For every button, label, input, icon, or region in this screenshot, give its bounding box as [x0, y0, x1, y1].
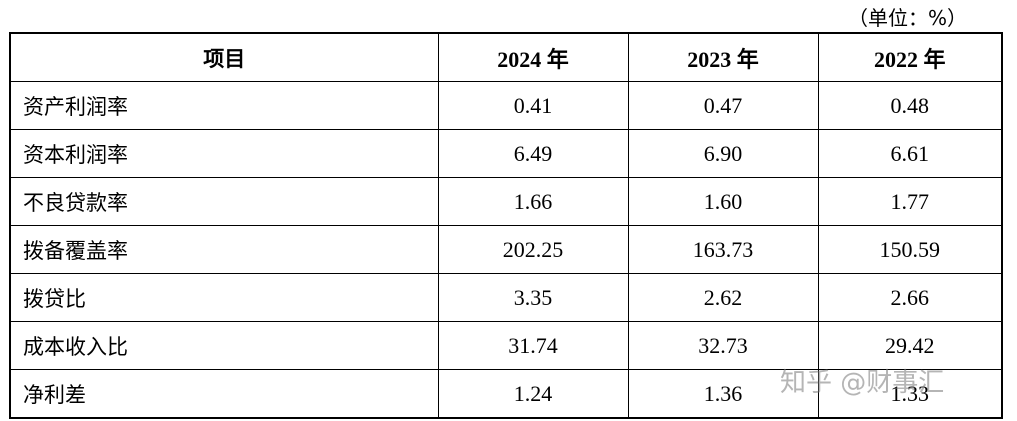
- row-label: 成本收入比: [9, 321, 439, 370]
- table-row: 不良贷款率 1.66 1.60 1.77: [9, 177, 1003, 226]
- value-cell: 3.35: [437, 273, 629, 322]
- value-cell: 0.48: [817, 81, 1003, 130]
- value-cell: 29.42: [817, 321, 1003, 370]
- header-row: 项目 2024 年 2023 年 2022 年: [9, 32, 1003, 82]
- value-cell: 1.36: [627, 369, 819, 419]
- value-cell: 6.49: [437, 129, 629, 178]
- row-label: 净利差: [9, 369, 439, 419]
- unit-note: （单位：%）: [848, 6, 968, 30]
- row-label: 资本利润率: [9, 129, 439, 178]
- value-cell: 31.74: [437, 321, 629, 370]
- table-row: 成本收入比 31.74 32.73 29.42: [9, 321, 1003, 370]
- table-row: 拨备覆盖率 202.25 163.73 150.59: [9, 225, 1003, 274]
- data-table: 项目 2024 年 2023 年 2022 年 资产利润率 0.41 0.47 0.48 资本…: [9, 32, 1003, 419]
- watermark: 知乎 @财事汇: [780, 368, 945, 398]
- value-cell: 2.62: [627, 273, 819, 322]
- table-row: 资本利润率 6.49 6.90 6.61: [9, 129, 1003, 178]
- value-cell: 6.90: [627, 129, 819, 178]
- value-cell: 163.73: [627, 225, 819, 274]
- header-cell: 2024 年: [437, 32, 629, 82]
- value-cell: 1.33: [817, 369, 1003, 419]
- row-label: 拨贷比: [9, 273, 439, 322]
- header-cell: 2022 年: [817, 32, 1003, 82]
- header-cell: 项目: [9, 32, 439, 82]
- row-label: 不良贷款率: [9, 177, 439, 226]
- table-row: 资产利润率 0.41 0.47 0.48: [9, 81, 1003, 130]
- table-row: 拨贷比 3.35 2.62 2.66: [9, 273, 1003, 322]
- value-cell: 202.25: [437, 225, 629, 274]
- table-body: 资产利润率 0.41 0.47 0.48 资本利润率 6.49 6.90 6.61 不良贷款率 1…: [9, 81, 1003, 419]
- row-label: 拨备覆盖率: [9, 225, 439, 274]
- row-label: 资产利润率: [9, 81, 439, 130]
- value-cell: 6.61: [817, 129, 1003, 178]
- value-cell: 2.66: [817, 273, 1003, 322]
- value-cell: 0.47: [627, 81, 819, 130]
- value-cell: 1.24: [437, 369, 629, 419]
- value-cell: 0.41: [437, 81, 629, 130]
- header-cell: 2023 年: [627, 32, 819, 82]
- table-row: 净利差 1.24 1.36 1.33: [9, 369, 1003, 419]
- value-cell: 32.73: [627, 321, 819, 370]
- value-cell: 1.77: [817, 177, 1003, 226]
- value-cell: 1.60: [627, 177, 819, 226]
- value-cell: 150.59: [817, 225, 1003, 274]
- value-cell: 1.66: [437, 177, 629, 226]
